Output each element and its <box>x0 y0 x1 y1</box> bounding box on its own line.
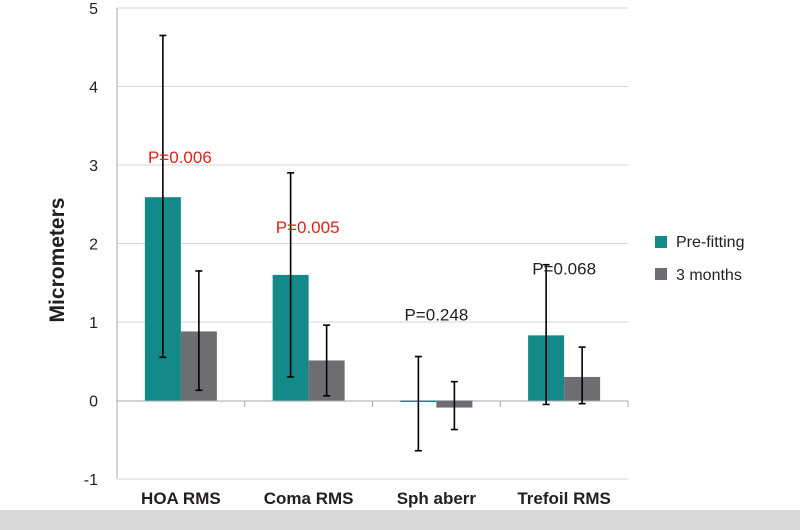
y-tick-label: 2 <box>89 237 98 254</box>
error-bars <box>159 34 586 452</box>
y-tick-label: 4 <box>89 80 98 97</box>
y-tick-labels: -1 0 1 2 3 4 5 <box>84 1 98 489</box>
x-tick-label: Trefoil RMS <box>517 489 611 508</box>
x-tick-label: Sph aberr <box>397 489 477 508</box>
legend: Pre-fitting 3 months <box>655 234 744 284</box>
x-tick-label: Coma RMS <box>264 489 354 508</box>
p-value-annotations: P=0.006 P=0.005 P=0.248 P=0.068 <box>148 148 596 324</box>
gridlines <box>116 7 629 480</box>
y-axis-label: Micrometers <box>46 198 69 323</box>
p-value-annotation: P=0.068 <box>532 259 596 278</box>
legend-swatch-pre-fitting <box>655 236 667 248</box>
bars <box>144 197 601 408</box>
y-tick-label: 1 <box>89 315 98 332</box>
p-value-annotation: P=0.248 <box>404 306 468 325</box>
y-tick-label: 0 <box>89 394 98 411</box>
y-tick-label: 3 <box>89 158 98 175</box>
axes <box>116 8 628 479</box>
y-tick-label: 5 <box>89 1 98 18</box>
p-value-annotation: P=0.005 <box>276 218 340 237</box>
x-tick-labels: HOA RMS Coma RMS Sph aberr Trefoil RMS <box>141 489 611 508</box>
y-tick-label: -1 <box>84 472 98 489</box>
legend-label-pre-fitting: Pre-fitting <box>676 234 744 251</box>
p-value-annotation: P=0.006 <box>148 148 212 167</box>
legend-swatch-3-months <box>655 268 667 280</box>
bottom-band <box>0 510 800 530</box>
legend-label-3-months: 3 months <box>676 267 742 284</box>
x-tick-label: HOA RMS <box>141 489 221 508</box>
